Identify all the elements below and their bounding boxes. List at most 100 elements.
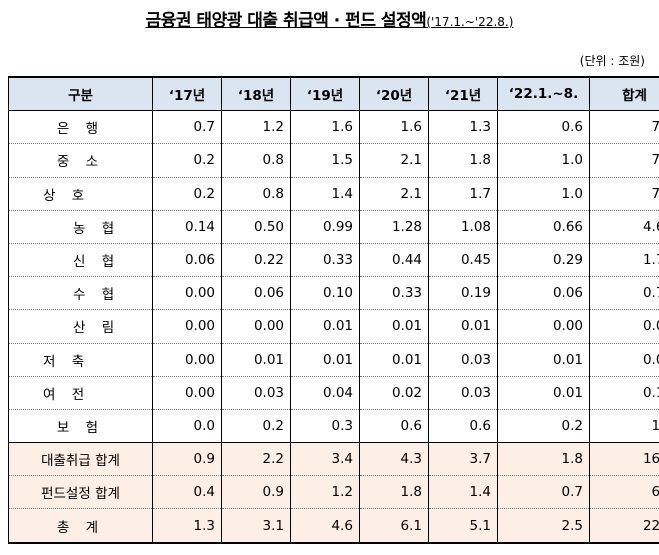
table-cell: 1.08 bbox=[428, 210, 498, 244]
table-cell: 2.1 bbox=[359, 143, 429, 178]
table-cell: 0.14 bbox=[152, 210, 222, 244]
row-label: 총 계 bbox=[8, 508, 153, 544]
table-row: 중 소 0.20.81.52.11.81.07.4 bbox=[8, 143, 659, 178]
table-cell: 1.2 bbox=[221, 110, 291, 145]
table-cell: 1.5 bbox=[290, 143, 360, 178]
table-cell: 7.0 bbox=[589, 110, 659, 145]
table-cell: 0.8 bbox=[221, 143, 291, 178]
table-cell: 0.01 bbox=[359, 343, 429, 377]
row-label: 대출취급 합계 bbox=[8, 442, 153, 477]
row-label: 중 소 bbox=[8, 143, 153, 178]
table-cell: 0.06 bbox=[221, 276, 291, 311]
table-row: 산 림0.000.000.010.010.010.000.03 bbox=[8, 309, 659, 344]
table-cell: 0.03 bbox=[428, 376, 498, 410]
table-cell: 0.00 bbox=[152, 309, 222, 344]
table-row: 저 축0.000.010.010.010.030.010.07 bbox=[8, 343, 659, 377]
row-label-text: 은 행 bbox=[56, 121, 105, 138]
table-cell: 0.6 bbox=[497, 110, 590, 145]
table-cell: 0.01 bbox=[221, 343, 291, 377]
row-label: 은 행 bbox=[8, 110, 153, 145]
table-cell: 1.4 bbox=[290, 177, 360, 211]
table-cell: 0.3 bbox=[290, 409, 360, 444]
row-label-text: 산 림 bbox=[73, 320, 121, 337]
row-label: 신 협 bbox=[8, 243, 153, 278]
row-label-text: 농 협 bbox=[73, 220, 121, 237]
table-cell: 2.1 bbox=[359, 177, 429, 211]
table-cell: 7.2 bbox=[589, 177, 659, 211]
table-cell: 0.07 bbox=[589, 343, 659, 377]
table-cell: 1.2 bbox=[290, 475, 360, 510]
table-cell: 0.01 bbox=[428, 309, 498, 344]
table-cell: 1.3 bbox=[428, 110, 498, 145]
table-cell: 1.8 bbox=[359, 475, 429, 510]
table-cell: 0.7 bbox=[497, 475, 590, 510]
table-cell: 1.8 bbox=[497, 442, 590, 477]
header-2022: ‘22.1.~8. bbox=[497, 76, 590, 112]
table-cell: 0.01 bbox=[497, 343, 590, 377]
table-cell: 0.01 bbox=[497, 376, 590, 410]
table-cell: 1.3 bbox=[152, 508, 222, 544]
row-label: 수 협 bbox=[8, 276, 153, 311]
row-label-text: 상 호 bbox=[43, 187, 91, 204]
table-cell: 6.1 bbox=[359, 508, 429, 544]
table-cell: 0.0 bbox=[152, 409, 222, 444]
header-2021: ‘21년 bbox=[428, 76, 498, 112]
table-row: 농 협 0.140.500.991.281.080.664.65 bbox=[8, 210, 659, 244]
table-cell: 1.6 bbox=[359, 110, 429, 145]
unit-label: (단위 : 조원) bbox=[579, 54, 645, 68]
document-title: 금융권 태양광 대출 취급액 · 펀드 설정액('17.1.~'22.8.) bbox=[0, 6, 659, 31]
title-period: ('17.1.~'22.8.) bbox=[426, 15, 514, 29]
table-cell: 0.02 bbox=[359, 376, 429, 410]
table-cell: 0.2 bbox=[497, 409, 590, 444]
table-cell: 1.6 bbox=[290, 110, 360, 145]
table-cell: 1.79 bbox=[589, 243, 659, 278]
row-label: 산 림 bbox=[8, 309, 153, 344]
table-cell: 4.6 bbox=[290, 508, 360, 544]
table-cell: 0.22 bbox=[221, 243, 291, 278]
table-row: 상 호 0.20.81.42.11.71.07.2 bbox=[8, 177, 659, 211]
table-cell: 0.04 bbox=[290, 376, 360, 410]
table-row: 총 계 1.33.14.66.15.12.522.7 bbox=[8, 508, 659, 544]
table-cell: 0.00 bbox=[497, 309, 590, 344]
row-label-text: 총 계 bbox=[56, 519, 105, 536]
table-cell: 1.28 bbox=[359, 210, 429, 244]
row-label-text: 보 험 bbox=[56, 419, 105, 436]
table-cell: 0.33 bbox=[290, 243, 360, 278]
table-cell: 0.10 bbox=[290, 276, 360, 311]
table-cell: 1.0 bbox=[497, 143, 590, 178]
table-cell: 0.19 bbox=[428, 276, 498, 311]
table-cell: 0.03 bbox=[221, 376, 291, 410]
table-cell: 2.2 bbox=[221, 442, 291, 477]
header-2018: ‘18년 bbox=[221, 76, 291, 112]
header-2020: ‘20년 bbox=[359, 76, 429, 112]
row-label-text: 펀드설정 합계 bbox=[41, 486, 120, 503]
table-cell: 0.29 bbox=[497, 243, 590, 278]
table-cell: 1.4 bbox=[428, 475, 498, 510]
table-row: 은 행0.71.21.61.61.30.67.0 bbox=[8, 110, 659, 145]
table-cell: 1.7 bbox=[428, 177, 498, 211]
table-cell: 3.1 bbox=[221, 508, 291, 544]
table-cell: 1.9 bbox=[589, 409, 659, 444]
table-cell: 0.03 bbox=[589, 309, 659, 344]
table-row: 보 험0.00.20.30.60.60.21.9 bbox=[8, 409, 659, 444]
row-label-text: 저 축 bbox=[43, 353, 91, 370]
table-row: 수 협0.000.060.100.330.190.060.74 bbox=[8, 276, 659, 311]
table-cell: 0.74 bbox=[589, 276, 659, 311]
table-cell: 0.01 bbox=[359, 309, 429, 344]
row-label: 상 호 bbox=[8, 177, 153, 211]
table-cell: 0.06 bbox=[152, 243, 222, 278]
table-cell: 3.4 bbox=[290, 442, 360, 477]
table-cell: 0.01 bbox=[290, 309, 360, 344]
table-cell: 0.6 bbox=[359, 409, 429, 444]
table-cell: 16.3 bbox=[589, 442, 659, 477]
table-cell: 5.1 bbox=[428, 508, 498, 544]
table-cell: 22.7 bbox=[589, 508, 659, 544]
row-label: 저 축 bbox=[8, 343, 153, 377]
header-category: 구분 bbox=[8, 76, 153, 112]
table-cell: 0.00 bbox=[221, 309, 291, 344]
table-cell: 1.0 bbox=[497, 177, 590, 211]
header-row: 구분 ‘17년 ‘18년 ‘19년 ‘20년 ‘21년 ‘22.1.~8. 합계 bbox=[8, 76, 659, 112]
row-label-text: 수 협 bbox=[73, 287, 121, 304]
table-cell: 0.4 bbox=[152, 475, 222, 510]
table-cell: 0.03 bbox=[428, 343, 498, 377]
